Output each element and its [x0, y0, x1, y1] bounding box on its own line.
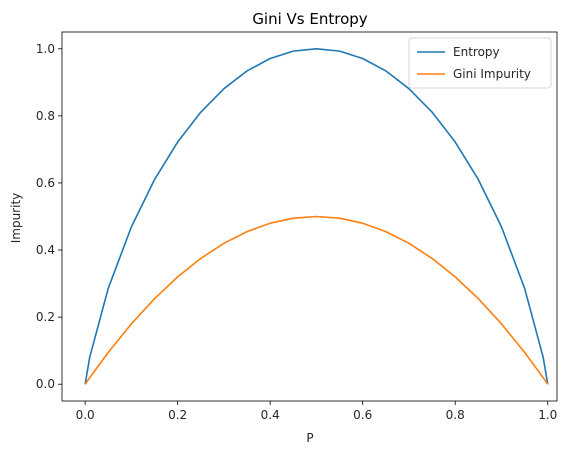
axes-frame: [61, 31, 558, 402]
legend-box: [408, 37, 552, 89]
y-tick-label: 0.8: [36, 109, 55, 123]
y-tick-label: 0.6: [36, 176, 55, 190]
x-tick-label: 0.2: [168, 408, 187, 422]
x-tick-label: 1.0: [538, 408, 557, 422]
series-layer: [84, 47, 549, 385]
y-tick-label: 0.0: [36, 377, 55, 391]
x-tick-label: 0.6: [353, 408, 372, 422]
legend: Entropy Gini Impurity: [408, 37, 552, 89]
x-tick-label: 0.0: [76, 408, 95, 422]
plot-area: [61, 31, 558, 402]
y-tick-label: 1.0: [36, 42, 55, 56]
x-axis-label: P: [306, 431, 313, 445]
series-line-0: [84, 47, 549, 385]
legend-label: Gini Impurity: [453, 67, 531, 81]
y-tick-label: 0.2: [36, 310, 55, 324]
y-tick-label: 0.4: [36, 243, 55, 257]
x-axis: 0.0 0.2 0.4 0.6 0.8 1.0: [76, 401, 557, 422]
legend-label: Entropy: [453, 45, 500, 59]
x-tick-label: 0.4: [261, 408, 280, 422]
y-axis-label: Impurity: [9, 193, 23, 244]
series-line-1: [84, 215, 549, 385]
x-tick-label: 0.8: [446, 408, 465, 422]
chart-title: Gini Vs Entropy: [252, 10, 367, 28]
y-axis: 0.0 0.2 0.4 0.6 0.8 1.0: [36, 42, 62, 391]
